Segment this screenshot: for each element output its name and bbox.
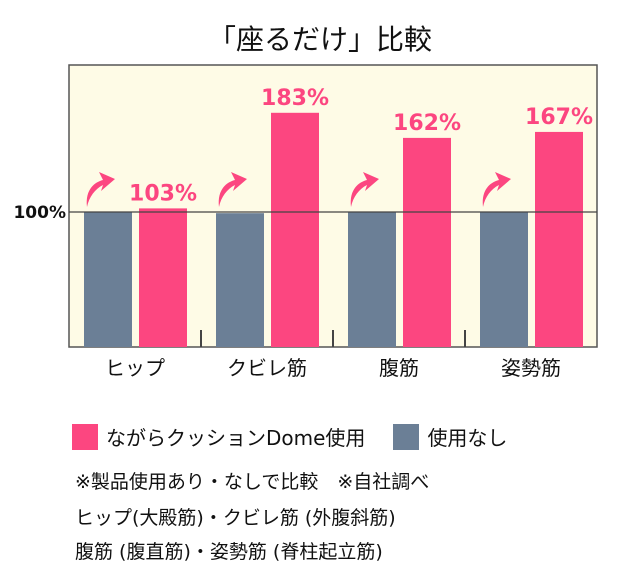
category-label: 姿勢筋 — [501, 356, 561, 380]
data-label: 162% — [393, 111, 461, 136]
increase-arrow-icon — [218, 171, 247, 207]
category-label: 腹筋 — [379, 356, 419, 380]
bar-none-1 — [216, 213, 264, 347]
increase-arrow-icon — [350, 171, 379, 207]
category-label: ヒップ — [105, 356, 165, 380]
category-label: クビレ筋 — [227, 356, 307, 380]
bar-dome-2 — [403, 137, 451, 347]
data-label: 103% — [129, 181, 197, 206]
increase-arrow-icon — [482, 171, 511, 207]
note-2: ヒップ(大殿筋)・クビレ筋 (外腹斜筋) — [75, 507, 396, 529]
legend-label-dome: ながらクッションDome使用 — [106, 426, 366, 450]
bar-dome-3 — [535, 131, 583, 347]
legend-swatch-none — [393, 423, 420, 450]
bar-dome-0 — [139, 208, 187, 347]
data-label: 183% — [261, 86, 329, 111]
increase-arrow-icon — [86, 171, 115, 207]
legend: ながらクッションDome使用 使用なし — [72, 422, 507, 451]
chart-title: 「座るだけ」比較 — [207, 23, 432, 56]
y-tick-label: 100% — [13, 203, 66, 223]
legend-swatch-dome — [72, 423, 98, 450]
data-label: 167% — [525, 105, 593, 130]
bar-none-2 — [348, 211, 396, 347]
bar-none-3 — [480, 211, 528, 347]
legend-label-none: 使用なし — [427, 426, 508, 450]
bar-chart: 103% ヒップ 183% クビレ筋 162% 腹筋 167% 姿勢筋 100% — [13, 64, 598, 380]
note-1: ※製品使用あり・なしで比較 ※自社調べ — [75, 471, 430, 493]
note-3: 腹筋 (腹直筋)・姿勢筋 (脊柱起立筋) — [75, 541, 383, 563]
bar-dome-1 — [271, 112, 319, 348]
bar-none-0 — [84, 211, 132, 347]
